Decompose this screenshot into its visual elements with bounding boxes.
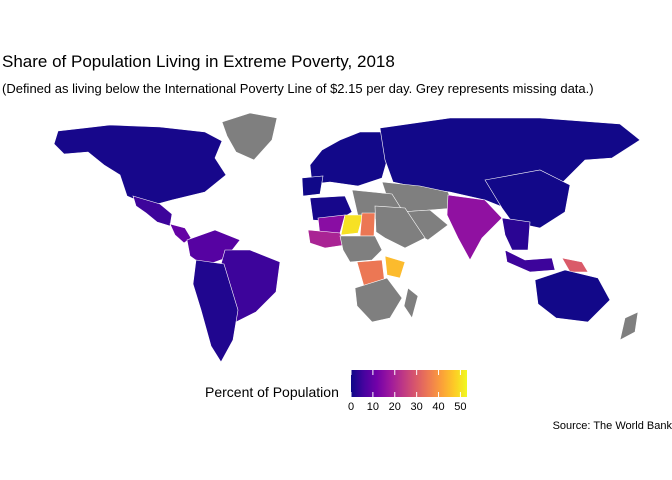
region-south-america-south (192, 259, 239, 363)
region-new-zealand (619, 311, 639, 341)
region-north-america (53, 124, 227, 207)
legend-tick-label: 0 (347, 401, 355, 413)
region-sudan-ethiopia (374, 205, 426, 249)
region-tanzania (384, 255, 406, 279)
legend-tick-label: 40 (432, 401, 445, 413)
region-mexico (132, 195, 173, 227)
legend-tick-label: 10 (366, 401, 379, 413)
map-title: Share of Population Living in Extreme Po… (2, 52, 395, 71)
region-china (484, 169, 571, 229)
map-subtitle: (Defined as living below the Internation… (2, 81, 594, 96)
region-iberia (301, 175, 324, 197)
region-central-africa (339, 235, 383, 263)
legend-colorbar (351, 370, 467, 397)
region-west-africa-coast (307, 229, 346, 249)
region-indonesia (504, 249, 556, 273)
source-note: Source: The World Bank (552, 420, 672, 432)
region-greenland (221, 112, 278, 161)
region-niger (340, 214, 364, 236)
region-chad (359, 212, 376, 237)
region-southern-africa (354, 277, 403, 323)
region-southeast-asia (501, 217, 531, 251)
region-australia (534, 269, 611, 323)
legend-tick-label: 50 (454, 401, 467, 413)
legend-tick-label: 30 (410, 401, 423, 413)
region-south-asia (446, 194, 503, 261)
region-papua-new-guinea (561, 257, 589, 273)
legend-tick-label: 20 (388, 401, 401, 413)
legend-title: Percent of Population (205, 384, 339, 400)
region-madagascar (403, 287, 419, 319)
